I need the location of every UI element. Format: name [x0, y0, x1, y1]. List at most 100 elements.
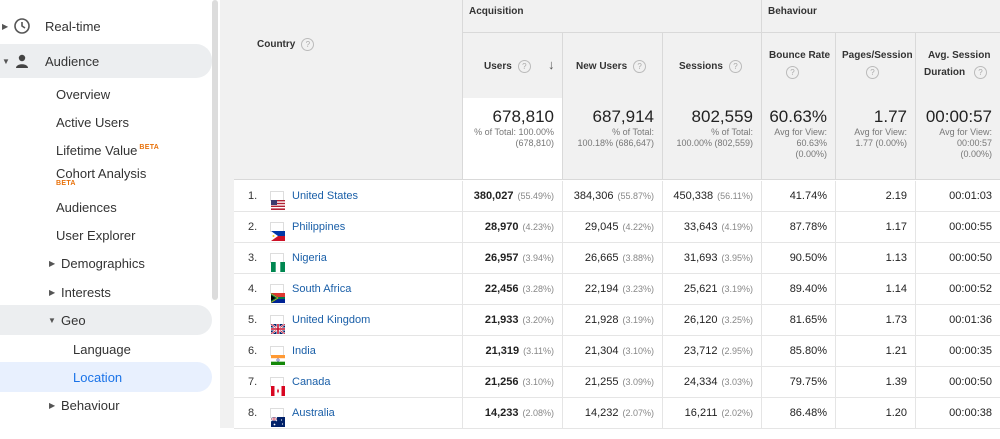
sidebar-item-label: Interests — [61, 284, 111, 300]
country-link[interactable]: India — [292, 345, 316, 357]
users-value: 380,027 — [473, 190, 514, 202]
table-row: 1. United States 380,027 (55.49%) 384,306 (55… — [234, 181, 1000, 212]
sidebar-item-overview[interactable]: Overview — [0, 79, 212, 109]
sidebar-item-label: Geo — [61, 312, 86, 328]
location-report-table: Country? Acquisition Behaviour Users? ↓ … — [234, 0, 1000, 429]
users-percent: (3.20%) — [522, 315, 554, 325]
pages-session-column-header[interactable]: Pages/Session ? — [836, 33, 916, 98]
sidebar-item-label: Audiences — [56, 199, 117, 215]
sidebar-item-active-users[interactable]: Active Users — [0, 107, 212, 137]
total-avg-duration-note: Avg for View: — [939, 127, 992, 137]
sidebar-item-label: Demographics — [61, 255, 145, 271]
sidebar-item-label: User Explorer — [56, 227, 136, 243]
bounce-rate-column-header[interactable]: Bounce Rate ? — [762, 33, 836, 98]
totals-label-cell — [234, 98, 463, 180]
help-icon[interactable]: ? — [633, 60, 647, 73]
flag-ca-icon — [270, 377, 285, 396]
new-users-percent: (55.87%) — [617, 191, 654, 201]
users-cell: 14,233 (2.08%) — [463, 398, 563, 428]
sidebar-item-audiences[interactable]: Audiences — [0, 192, 212, 222]
total-new-users-note: % of Total: — [612, 127, 654, 137]
country-link[interactable]: United Kingdom — [292, 314, 371, 326]
table-row: 7. Canada 21,256 (3.10%) 21,255 (3.09%) 24,334… — [234, 367, 1000, 398]
sidebar-item-language[interactable]: Language — [0, 334, 212, 364]
sessions-percent: (4.19%) — [721, 222, 753, 232]
total-avg-duration-note: 00:00:57 — [956, 138, 992, 148]
new-users-percent: (3.88%) — [622, 253, 654, 263]
sidebar-item-audience[interactable]: ▼ Audience — [0, 44, 212, 78]
row-index: 4. — [248, 283, 258, 295]
country-header[interactable]: Country? — [234, 0, 463, 98]
total-avg-duration: 00:00:57 Avg for View: 00:00:57 (0.00%) — [916, 98, 1000, 180]
help-icon[interactable]: ? — [301, 38, 315, 51]
users-percent: (3.11%) — [523, 346, 554, 356]
users-column-header[interactable]: Users? ↓ — [463, 33, 563, 98]
avg-session-duration-column-header[interactable]: Avg. Session Duration ? — [916, 33, 1000, 98]
new-users-percent: (3.19%) — [622, 315, 654, 325]
sidebar-item-geo[interactable]: ▼ Geo — [0, 305, 212, 335]
users-value: 28,970 — [484, 221, 519, 233]
table-row: 8. Australia 14,233 (2.08%) 14,232 (2.07%) 16,… — [234, 398, 1000, 429]
users-percent: (3.28%) — [522, 284, 554, 294]
sessions-cell: 33,643 (4.19%) — [663, 212, 762, 242]
avg-duration-cell: 00:00:50 — [949, 252, 992, 264]
users-cell: 21,319 (3.11%) — [463, 336, 563, 366]
help-icon[interactable]: ? — [517, 60, 531, 73]
bounce-rate-cell: 87.78% — [762, 212, 836, 242]
sidebar-item-interests[interactable]: ▶ Interests — [0, 277, 212, 307]
sessions-header-label: Sessions? — [679, 60, 742, 73]
sidebar-item-behaviour[interactable]: ▶ Behaviour — [0, 390, 212, 420]
users-cell: 380,027 (55.49%) — [463, 181, 563, 211]
help-icon[interactable]: ? — [786, 66, 799, 79]
flag-au-icon — [270, 408, 285, 427]
new-users-value: 22,194 — [584, 283, 619, 295]
new-users-column-header[interactable]: New Users? — [563, 33, 663, 98]
help-icon[interactable]: ? — [728, 60, 742, 73]
help-icon[interactable]: ? — [974, 66, 987, 79]
new-users-cell: 384,306 (55.87%) — [563, 181, 663, 211]
acquisition-group-header: Acquisition — [463, 0, 762, 33]
new-users-value: 21,304 — [584, 345, 619, 357]
country-link[interactable]: Philippines — [292, 221, 346, 233]
country-link[interactable]: Australia — [292, 407, 335, 419]
country-link[interactable]: Canada — [292, 376, 331, 388]
users-cell: 28,970 (4.23%) — [463, 212, 563, 242]
total-pages-session-value: 1.77 — [873, 107, 907, 126]
avg-duration-cell: 00:00:52 — [949, 283, 992, 295]
country-header-label: Country? — [257, 38, 315, 51]
country-link[interactable]: United States — [292, 190, 359, 202]
new-users-percent: (3.09%) — [622, 377, 654, 387]
sidebar-item-location[interactable]: Location — [0, 362, 212, 392]
sidebar-item-user-explorer[interactable]: User Explorer — [0, 220, 212, 250]
collapse-arrow-icon: ▼ — [2, 56, 10, 66]
row-index: 5. — [248, 314, 258, 326]
sidebar-scrollbar[interactable] — [212, 0, 218, 300]
flag-ph-icon — [270, 222, 285, 241]
country-link[interactable]: Nigeria — [292, 252, 327, 264]
bounce-rate-header-label: Bounce Rate — [769, 50, 831, 61]
flag-in-icon — [270, 346, 285, 365]
expand-arrow-icon: ▶ — [49, 287, 56, 297]
flag-ng-icon — [270, 253, 285, 272]
sessions-value: 33,643 — [683, 221, 718, 233]
sessions-percent: (3.19%) — [721, 284, 753, 294]
new-users-percent: (3.10%) — [622, 346, 654, 356]
sidebar-item-cohort-analysis[interactable]: Cohort Analysis BETA — [0, 160, 212, 190]
total-bounce-rate-value: 60.63% — [769, 107, 827, 126]
avg-duration-cell: 00:01:36 — [949, 314, 992, 326]
new-users-value: 14,232 — [584, 407, 619, 419]
sessions-column-header[interactable]: Sessions? — [663, 33, 762, 98]
sidebar-item-realtime[interactable]: ▶ Real-time — [0, 11, 212, 41]
sidebar-item-lifetime-value[interactable]: Lifetime Value BETA — [0, 135, 212, 165]
total-pages-session: 1.77 Avg for View: 1.77 (0.00%) — [836, 98, 916, 180]
avg-duration-cell: 00:00:38 — [949, 407, 992, 419]
users-cell: 21,933 (3.20%) — [463, 305, 563, 335]
new-users-cell: 22,194 (3.23%) — [563, 274, 663, 304]
help-icon[interactable]: ? — [866, 66, 879, 79]
sidebar-item-label: Active Users — [56, 114, 129, 130]
total-users-note: % of Total: 100.00% — [474, 127, 554, 137]
total-bounce-rate-note: (0.00%) — [795, 149, 827, 159]
country-link[interactable]: South Africa — [292, 283, 352, 295]
sort-descending-icon[interactable]: ↓ — [548, 57, 555, 72]
sidebar-item-demographics[interactable]: ▶ Demographics — [0, 248, 212, 278]
